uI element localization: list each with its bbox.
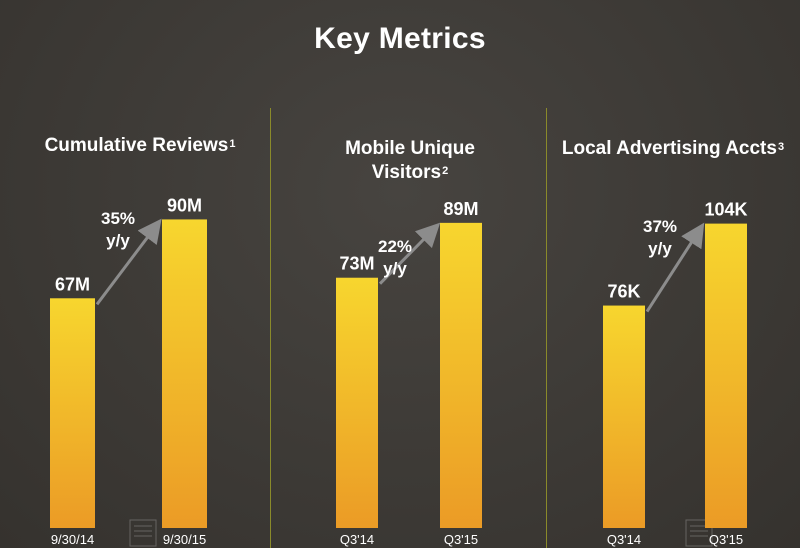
panel-title-line-1: Mobile Unique — [345, 138, 475, 159]
bar-value-label: 76K — [607, 282, 640, 302]
bar — [440, 222, 482, 528]
footnote-marker: 2 — [442, 165, 449, 177]
x-tick-label: Q3'15 — [444, 532, 478, 547]
growth-label: 22% — [378, 237, 412, 256]
x-tick-label: 9/30/15 — [163, 532, 206, 547]
footnote-marker: 1 — [229, 138, 236, 150]
panel-title-line-2-text: Visitors — [371, 162, 442, 183]
bar — [603, 305, 645, 528]
page-title: Key Metrics — [314, 22, 486, 55]
bar — [162, 219, 207, 528]
footnote-marker: 3 — [777, 141, 785, 153]
growth-label: y/y — [648, 239, 672, 258]
bar-value-label: 90M — [167, 195, 202, 215]
bar-value-label: 73M — [339, 254, 374, 274]
x-tick-label: Q3'15 — [709, 532, 743, 547]
bar-value-label: 67M — [55, 274, 90, 294]
panel-divider-right — [546, 108, 547, 548]
panel-title-line-2: Visitors2 — [280, 161, 540, 185]
growth-label: y/y — [106, 231, 130, 250]
growth-label: y/y — [383, 259, 407, 278]
growth-label: 35% — [101, 209, 135, 228]
bar — [336, 277, 378, 528]
x-tick-label: Q3'14 — [340, 532, 374, 547]
bar-value-label: 89M — [443, 199, 478, 219]
x-tick-label: Q3'14 — [607, 532, 641, 547]
growth-arrow — [378, 222, 441, 285]
panel-divider-left — [270, 108, 271, 548]
panel-title-mobile-visitors: Mobile Unique Visitors2 — [280, 137, 540, 185]
bar — [50, 298, 95, 528]
panel-title-text: Local Advertising Accts — [561, 138, 777, 159]
panel-title-local-accts: Local Advertising Accts3 — [548, 137, 798, 161]
bar — [705, 223, 747, 529]
x-tick-label: 9/30/14 — [51, 532, 94, 547]
document-watermark-icon — [129, 519, 157, 547]
panel-title-text: Cumulative Reviews — [44, 135, 229, 156]
growth-arrow — [95, 218, 162, 306]
bar-value-label: 104K — [704, 200, 747, 220]
panel-title-reviews: Cumulative Reviews1 — [10, 134, 270, 158]
growth-label: 37% — [643, 217, 677, 236]
growth-arrow — [645, 222, 705, 313]
